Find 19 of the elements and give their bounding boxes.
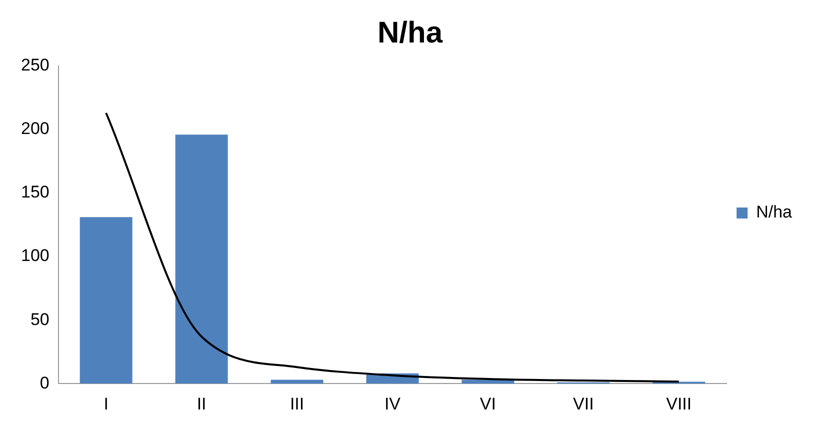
x-tick-label: VI bbox=[480, 394, 496, 414]
x-tick-label: II bbox=[196, 394, 206, 414]
y-tick-label: 200 bbox=[20, 119, 50, 138]
x-tick-label: VIII bbox=[666, 394, 692, 414]
y-tick-label: 250 bbox=[20, 56, 50, 75]
y-tick-label: 150 bbox=[20, 182, 50, 202]
chart-title: N/ha bbox=[377, 16, 443, 50]
y-tick-label: 50 bbox=[30, 310, 50, 329]
bar bbox=[80, 217, 132, 384]
x-tick-label: I bbox=[104, 394, 108, 414]
y-tick-label: 0 bbox=[40, 373, 50, 392]
x-tick-label: VII bbox=[573, 394, 594, 414]
bar bbox=[270, 380, 324, 384]
bar bbox=[175, 134, 228, 384]
x-tick-label: III bbox=[290, 394, 304, 414]
y-tick-label: 100 bbox=[20, 246, 50, 266]
line-series bbox=[105, 112, 680, 383]
x-tick-label: IV bbox=[384, 394, 402, 414]
legend-label: N/ha bbox=[756, 202, 793, 222]
